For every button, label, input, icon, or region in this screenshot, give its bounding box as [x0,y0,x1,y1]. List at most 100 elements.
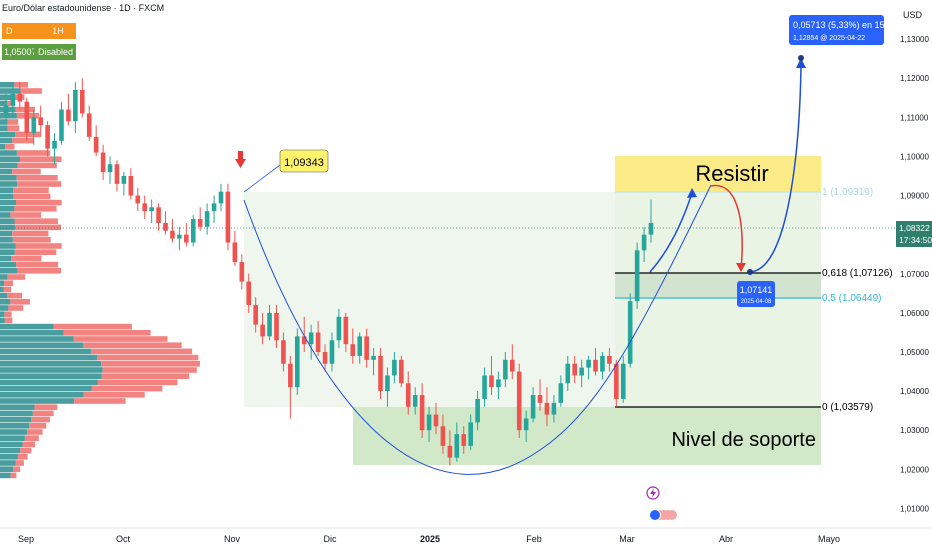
candle-body [489,375,494,388]
target-label-line1: 0,05713 (5,33%) en 15d [793,20,890,30]
vp-bar-buy [0,435,25,441]
vp-bar-sell [17,162,57,169]
vp-bar-buy [0,398,75,404]
price-axis[interactable] [895,0,932,530]
candle-body [405,383,411,407]
candle-body [107,164,113,173]
vp-bar-buy [0,268,18,274]
last-price-badge [896,221,932,247]
y-axis-ticks: 1,13000 1,12000 1,11000 1,10000 1,09000 1,070… [900,35,929,513]
vp-bar-sell [14,218,58,224]
candle-body [301,336,307,345]
vp-bar-buy [0,348,91,355]
vp-bar-buy [0,255,12,262]
vp-bar-buy [0,137,13,144]
cup-curve [243,184,712,475]
vp-bar-buy [0,379,98,386]
volume-profile [0,82,200,479]
candle-body [274,312,279,341]
timeframe-chip-d[interactable]: D [2,23,40,39]
vp-bar-sell [7,119,19,125]
candle-body [461,434,467,446]
vp-bar-sell [17,268,62,274]
vp-bar-sell [4,280,14,286]
candle-body [426,414,432,431]
fib-618-05-zone [615,273,821,298]
indicator-status-chip[interactable]: Disabled [34,44,76,60]
vp-bar-sell [15,460,24,466]
candle-body [482,375,487,399]
vp-bar-buy [0,336,74,342]
x-tick-label: Nov [224,534,241,544]
vp-bar-buy [0,404,35,410]
fib-label-1: 1 (1,09319) [822,187,873,198]
resist-label: Resistir [695,161,768,186]
fib-label-05: 0,5 (1,06449) [822,293,882,304]
down-marker-icon [235,159,246,168]
last-price-countdown: 17:34:50 [899,235,932,245]
vp-bar-buy [0,119,8,125]
vp-bar-buy [0,305,9,311]
events-stack-icon[interactable] [649,509,678,521]
fib-label-0: 0 (1,03579) [822,402,873,413]
x-tick-label: Sep [18,534,34,544]
vp-bar-buy [0,416,32,423]
candle-body [509,359,515,372]
vp-bar-sell [83,392,145,398]
vp-bar-sell [10,472,17,479]
vp-bar-buy [0,249,15,255]
vp-bar-sell [101,373,190,379]
vp-bar-sell [12,168,41,175]
vp-bar-buy [0,237,13,243]
candle-body [170,230,175,239]
pullback-point [747,269,753,275]
vp-bar-buy [0,144,6,150]
vp-bar-buy [0,373,102,379]
timeframe-chip-1h[interactable]: 1H [40,23,76,39]
vp-bar-buy [0,187,14,193]
candle-body [267,312,272,337]
y-tick-label: 1,01000 [900,504,929,513]
vp-bar-buy [0,299,11,305]
symbol-title[interactable]: Euro/Dólar estadounidense · 1D · FXCM [2,3,165,13]
vp-bar-sell [13,187,49,193]
vp-bar-buy [0,199,16,206]
candle-body [114,164,120,184]
vp-bar-sell [15,224,62,231]
target-point [798,55,804,61]
x-tick-label: Feb [526,534,542,544]
candle-body [253,305,258,325]
vp-bar-sell [16,261,59,268]
candle-body [294,336,300,388]
candle-body [149,207,154,212]
vp-bar-sell [16,150,51,156]
candle-body [336,316,342,341]
y-tick-label: 1,06000 [900,309,929,318]
candle-body [232,242,238,263]
candle-body [343,316,349,345]
vp-bar-sell [15,131,41,138]
candle-body [156,207,161,223]
vp-bar-buy [0,454,18,460]
candle-body [45,125,50,149]
vp-bar-buy [0,230,13,237]
vp-bar-sell [11,255,42,262]
projection-up-arrowhead [687,188,697,198]
vp-bar-sell [4,317,13,324]
candle-body [239,262,245,282]
vp-bar-buy [0,193,14,200]
x-tick-label: Oct [116,534,131,544]
candle-body [211,203,217,212]
vp-bar-buy [0,385,92,392]
vp-bar-sell [15,243,62,249]
candle-body [496,379,501,388]
vp-bar-sell [97,354,199,361]
candle-body [135,195,141,204]
vp-bar-sell [24,435,39,441]
vp-bar-buy [0,280,5,286]
vp-bar-buy [0,330,64,336]
vp-bar-buy [0,168,13,175]
candle-body [565,363,571,384]
vp-bar-buy [0,367,103,373]
